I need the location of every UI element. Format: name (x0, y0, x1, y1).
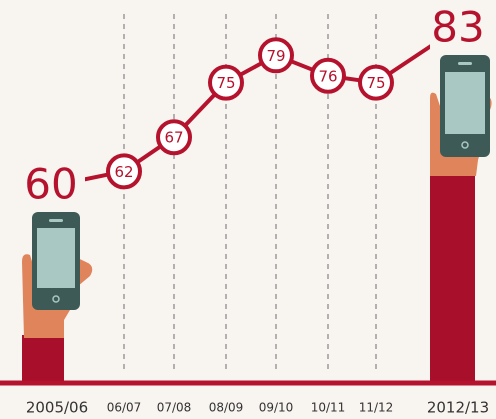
right-sleeve (430, 175, 475, 381)
value-label: 75 (216, 74, 235, 92)
right-speaker (458, 62, 472, 65)
left-speaker (49, 219, 63, 222)
right-screen (445, 72, 485, 134)
end-value-label: 60 (24, 160, 77, 209)
value-label: 75 (366, 74, 385, 92)
value-label: 62 (114, 163, 133, 181)
x-tick-label: 06/07 (107, 401, 142, 415)
page: 2005/06 06/07 07/08 08/09 09/10 10/11 11/12 201… (0, 0, 496, 419)
x-tick-label: 2012/13 (427, 399, 489, 417)
end-value-label: 83 (431, 3, 484, 52)
left-sleeve (22, 335, 64, 381)
value-label: 79 (266, 47, 285, 65)
x-tick-label: 2005/06 (26, 399, 88, 417)
background (0, 0, 496, 419)
x-tick-label: 11/12 (359, 401, 394, 415)
value-label: 67 (164, 129, 183, 147)
left-screen (37, 228, 75, 288)
x-tick-label: 07/08 (157, 401, 192, 415)
value-label: 76 (318, 67, 337, 85)
chart: 2005/06 06/07 07/08 08/09 09/10 10/11 11/12 201… (0, 0, 496, 419)
x-tick-label: 08/09 (209, 401, 244, 415)
x-tick-label: 09/10 (259, 401, 294, 415)
x-tick-label: 10/11 (311, 401, 346, 415)
